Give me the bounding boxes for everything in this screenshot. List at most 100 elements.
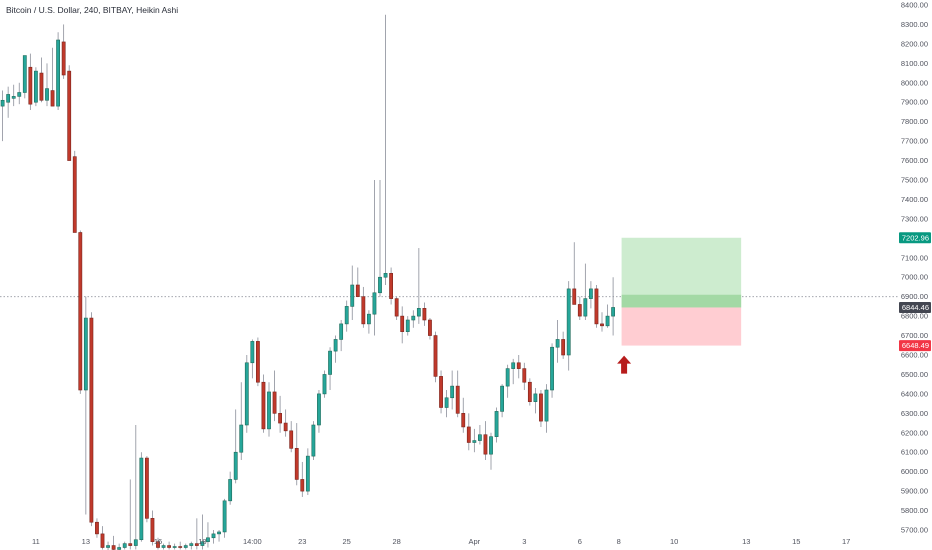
candle	[539, 390, 543, 427]
candle	[217, 530, 221, 542]
y-tick-label: 7700.00	[901, 137, 928, 146]
y-tick-label: 6600.00	[901, 351, 928, 360]
candle-body	[194, 543, 199, 546]
candle-body	[122, 543, 127, 548]
candle-body	[244, 362, 249, 426]
candle	[183, 543, 188, 550]
candle	[228, 471, 233, 505]
candle-body	[128, 543, 133, 546]
y-tick-label: 8300.00	[901, 20, 928, 29]
candle	[133, 425, 138, 550]
candle	[366, 310, 371, 334]
candle-body	[11, 96, 16, 99]
candle-body	[372, 292, 377, 315]
candle	[372, 180, 377, 336]
candle	[394, 296, 399, 320]
candle-body	[255, 341, 260, 383]
candle	[145, 456, 149, 523]
candle	[222, 498, 227, 538]
candle	[572, 242, 577, 305]
candle-body	[272, 391, 277, 414]
candle-body	[361, 296, 366, 325]
candle	[244, 355, 249, 433]
candle-body	[28, 66, 33, 105]
candle	[11, 84, 16, 107]
candle	[333, 335, 338, 363]
candle-body	[339, 323, 344, 340]
y-tick-label: 8100.00	[901, 59, 928, 68]
candle-body	[72, 156, 77, 233]
candle	[600, 312, 604, 332]
candle-body	[422, 308, 427, 321]
candle	[89, 312, 94, 527]
candle	[33, 67, 38, 107]
candle	[605, 304, 610, 328]
candle-body	[283, 422, 288, 432]
stop-price-tag: 6648.49	[899, 340, 931, 352]
y-tick-label: 7500.00	[901, 176, 928, 185]
candle	[522, 362, 527, 390]
candle-body	[133, 539, 138, 546]
candle-body	[428, 319, 432, 336]
candle	[489, 432, 493, 470]
candle-body	[577, 304, 582, 317]
candle	[472, 428, 477, 453]
candle-body	[228, 479, 233, 502]
candle	[139, 452, 144, 542]
candle	[289, 421, 294, 453]
candle	[106, 541, 110, 550]
candle-body	[50, 90, 55, 107]
loss-zone	[621, 307, 742, 346]
x-tick-label: 10	[670, 537, 678, 546]
candle-body	[333, 339, 338, 352]
candle	[400, 306, 405, 344]
candle-body	[200, 541, 205, 546]
y-tick-label: 7900.00	[901, 98, 928, 107]
candle	[350, 265, 355, 320]
candle-body	[555, 339, 560, 348]
price-tag-box	[899, 340, 931, 352]
candle-body	[178, 546, 183, 548]
y-tick-label: 5700.00	[901, 526, 928, 535]
price-tag-box	[899, 301, 931, 313]
candle-body	[394, 298, 399, 317]
candle-body	[433, 335, 438, 377]
candle	[39, 57, 44, 103]
candle	[550, 343, 554, 398]
candle	[516, 355, 521, 379]
candle	[78, 230, 83, 394]
markers-layer	[617, 355, 632, 374]
candle-body	[289, 430, 294, 449]
candle	[28, 53, 33, 110]
candle-body	[67, 70, 72, 161]
candle	[344, 300, 349, 332]
price-tag-label: 6844.46	[902, 303, 929, 312]
candle-body	[0, 99, 5, 107]
x-tick-label: 3	[522, 537, 526, 546]
candle-body	[261, 381, 266, 430]
candle	[267, 382, 271, 437]
candle-body	[572, 288, 577, 305]
candle-body	[383, 273, 388, 278]
candle	[50, 47, 55, 107]
time-axis: 11 13 16 18 14:00 23 25 28 Apr 3 6 8 10 13 15 17	[32, 537, 850, 546]
candle	[439, 370, 443, 414]
candle-body	[250, 341, 255, 364]
candle	[361, 286, 366, 328]
candle	[533, 388, 538, 414]
candle	[511, 358, 516, 385]
x-tick-label: 28	[392, 537, 400, 546]
candle-body	[239, 424, 244, 453]
candle	[150, 510, 155, 546]
x-tick-label: 16	[154, 537, 162, 546]
candle	[194, 518, 199, 550]
candle-body	[461, 413, 466, 428]
candle	[566, 281, 571, 371]
candle-body	[233, 451, 238, 480]
price-axis: 8400.00 8300.00 8200.00 8100.00 8000.00 7900.…	[899, 1, 931, 535]
candle-body	[527, 381, 532, 402]
candle-body	[83, 317, 88, 391]
y-tick-label: 6300.00	[901, 409, 928, 418]
x-tick-label: Apr	[469, 537, 481, 546]
